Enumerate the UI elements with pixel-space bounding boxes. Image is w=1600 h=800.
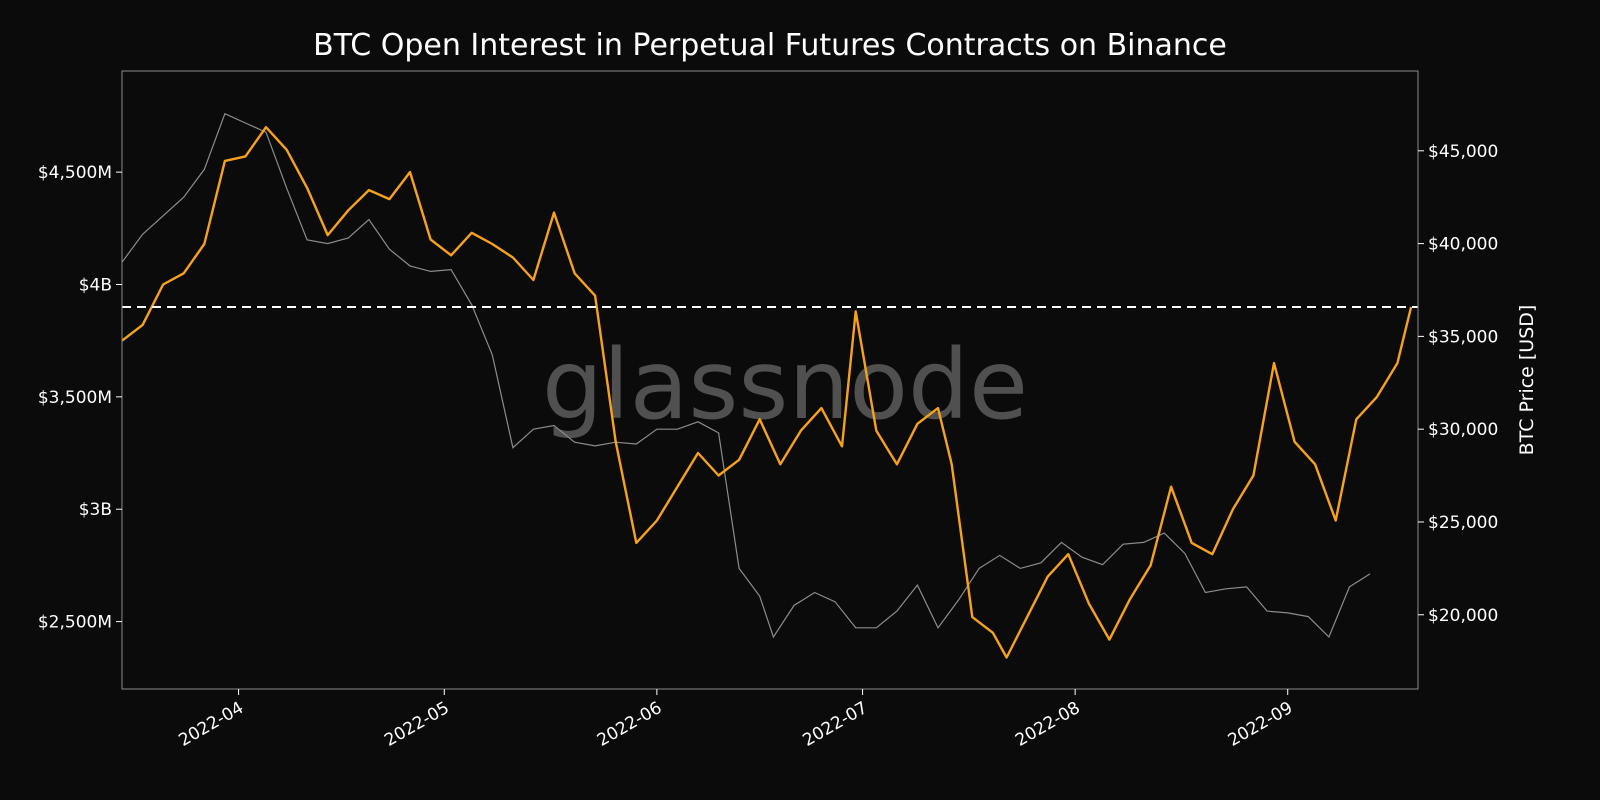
left-y-tick-label: $4,500M: [38, 163, 112, 183]
plot-area: glassnode: [121, 112, 1418, 659]
right-y-tick-label: $20,000: [1428, 606, 1498, 626]
plot-frame: [121, 70, 1419, 690]
right-y-tick-label: $40,000: [1428, 235, 1498, 255]
left-y-tick-label: $3B: [79, 500, 112, 520]
price-series-line: [121, 112, 1371, 639]
left-y-tick-label: $3,500M: [38, 388, 112, 408]
right-y-tick-label: $35,000: [1428, 327, 1498, 347]
watermark: glassnode: [542, 329, 1028, 441]
right-y-axis-label: BTC Price [USD]: [1516, 305, 1538, 456]
right-y-tick-label: $30,000: [1428, 420, 1498, 440]
open-interest-series-line: [121, 126, 1413, 659]
left-y-tick-label: $4B: [79, 275, 112, 295]
left-y-tick-label: $2,500M: [38, 613, 112, 633]
right-y-axis: $20,000 $25,000 $30,000 $35,000 $40,000 $45,0…: [1418, 142, 1498, 626]
chart-title: BTC Open Interest in Perpetual Futures C…: [313, 28, 1227, 63]
right-y-tick-label: $45,000: [1428, 142, 1498, 162]
right-y-tick-label: $25,000: [1428, 513, 1498, 533]
left-y-axis: $2,500M $3B $3,500M $4B $4,500M: [38, 163, 122, 633]
